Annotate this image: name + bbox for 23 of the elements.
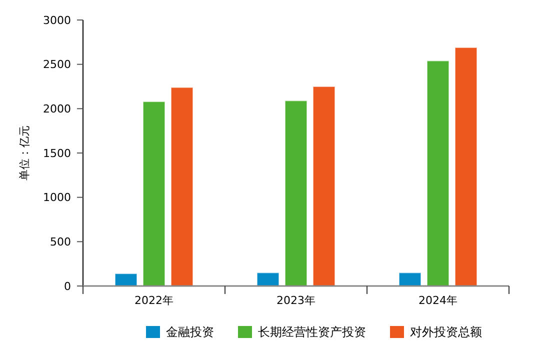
y-tick-label: 500 xyxy=(50,236,71,249)
y-tick-label: 1500 xyxy=(43,146,71,160)
bar xyxy=(114,273,138,286)
bar xyxy=(256,272,280,286)
y-tick-label: 1000 xyxy=(43,191,71,204)
bar xyxy=(284,100,308,286)
y-tick-label: 0 xyxy=(64,280,71,293)
y-axis-title: 单位：亿元 xyxy=(18,126,31,180)
bar xyxy=(398,272,422,286)
legend-label: 对外投资总额 xyxy=(410,325,482,340)
y-tick-label: 3000 xyxy=(43,14,71,27)
y-tick-label: 2000 xyxy=(43,102,71,116)
x-tick-label: 2023年 xyxy=(276,294,316,307)
x-tick-label: 2022年 xyxy=(134,294,174,307)
bar xyxy=(454,46,478,286)
bar xyxy=(142,101,166,286)
bar xyxy=(312,86,336,286)
x-tick-label: 2024年 xyxy=(418,294,458,307)
y-tick-label: 2500 xyxy=(43,58,71,72)
bar xyxy=(170,86,194,286)
bar xyxy=(426,60,450,286)
legend-label: 金融投资 xyxy=(166,325,214,340)
legend-label: 长期经营性资产投资 xyxy=(258,325,366,340)
